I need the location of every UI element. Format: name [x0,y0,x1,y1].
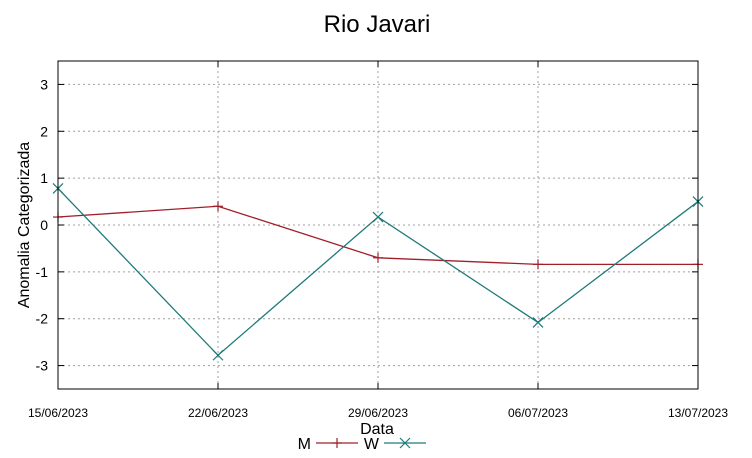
y-tick-label: 1 [40,170,48,186]
chart-title: Rio Javari [324,11,431,38]
legend-label-m: M [298,436,311,453]
legend-marker-m [332,438,342,448]
y-tick-label: -3 [36,358,49,374]
data-point-w [212,349,224,361]
y-tick-label: 3 [40,76,48,92]
data-point-m [373,252,383,263]
y-tick-label: 0 [40,217,48,233]
legend-marker-w [399,437,411,449]
x-tick-label: 29/06/2023 [348,406,408,420]
gridlines [58,61,698,389]
axis-ticks: -3 -2 -1 0 1 2 3 15/06/2023 22/06/2023 29/06/2023… [28,61,728,420]
x-axis-label: Data [360,421,394,438]
y-tick-label: 2 [40,123,48,139]
legend-label-w: W [364,436,380,453]
y-tick-label: -2 [36,311,49,327]
y-axis-label: Anomalia Categorizada [16,142,33,308]
x-tick-label: 06/07/2023 [508,406,568,420]
x-tick-label: 13/07/2023 [668,406,728,420]
data-point-m [533,259,543,270]
data-point-w [372,211,384,223]
data-point-w [532,317,544,328]
x-tick-label: 22/06/2023 [188,406,248,420]
plot-frame [57,60,699,390]
y-tick-label: -1 [36,264,49,280]
x-tick-label: 15/06/2023 [28,406,88,420]
data-point-m [213,201,223,212]
